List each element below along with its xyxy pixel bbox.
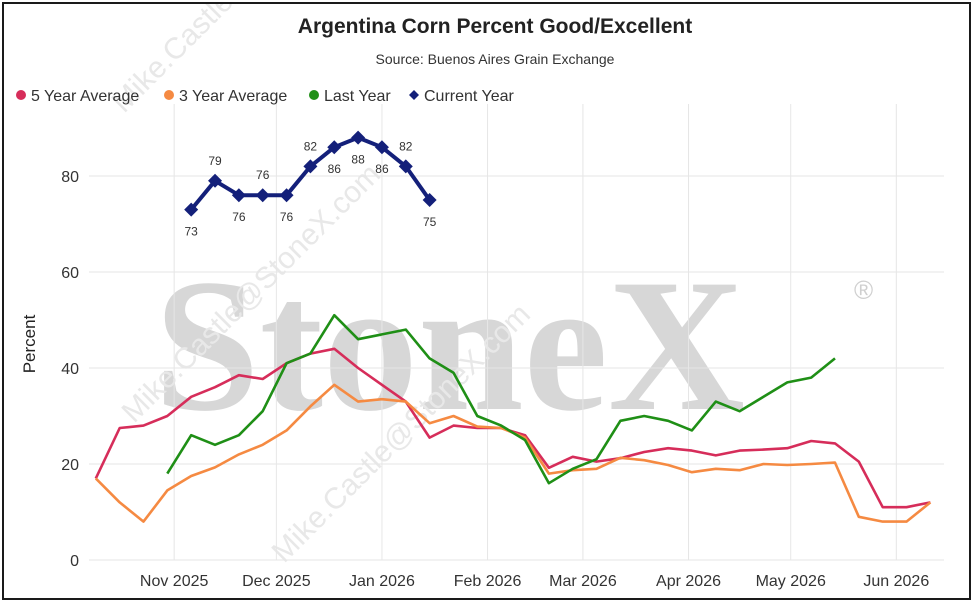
- y-axis: 0 20 40 60 80: [61, 169, 79, 570]
- data-point-marker: [327, 140, 342, 155]
- data-point-marker: [398, 159, 413, 174]
- x-tick-label: Nov 2025: [140, 573, 209, 590]
- data-label: 76: [232, 210, 246, 224]
- legend-label: 3 Year Average: [179, 88, 287, 105]
- data-point-marker: [184, 202, 199, 217]
- data-point-marker: [374, 140, 389, 155]
- x-tick-label: Mar 2026: [549, 573, 617, 590]
- legend-item: Last Year: [309, 88, 391, 105]
- y-tick-label: 60: [61, 265, 79, 282]
- data-label: 75: [423, 215, 437, 229]
- data-point-marker: [208, 173, 223, 188]
- series-layer: 73 79 76 76 76 82 86 88 86 82 75: [94, 130, 932, 523]
- y-tick-label: 20: [61, 457, 79, 474]
- data-label: 86: [375, 162, 389, 176]
- data-label: 82: [399, 139, 413, 153]
- series-line: [166, 313, 836, 485]
- x-axis: Nov 2025 Dec 2025 Jan 2026 Feb 2026 Mar 2026…: [140, 573, 929, 590]
- series-last-year: [166, 313, 836, 485]
- legend-marker: [16, 90, 26, 100]
- x-tick-label: Feb 2026: [454, 573, 522, 590]
- data-point-marker: [422, 193, 437, 207]
- gridlines: [89, 104, 944, 561]
- data-point-marker: [279, 188, 294, 203]
- x-tick-label: Apr 2026: [656, 573, 721, 590]
- chart-title: Argentina Corn Percent Good/Excellent: [298, 15, 692, 38]
- chart-subtitle: Source: Buenos Aires Grain Exchange: [376, 51, 615, 67]
- data-label: 86: [328, 162, 342, 176]
- legend-label: 5 Year Average: [31, 88, 139, 105]
- data-point-marker: [303, 159, 318, 174]
- data-label: 76: [256, 168, 270, 182]
- x-tick-label: Dec 2025: [242, 573, 311, 590]
- y-tick-label: 40: [61, 361, 79, 378]
- x-tick-label: Jan 2026: [349, 573, 415, 590]
- data-label: 73: [185, 225, 199, 239]
- data-label: 76: [280, 210, 294, 224]
- data-label: 88: [351, 153, 365, 167]
- series-current-year: 73 79 76 76 76 82 86 88 86 82 75: [184, 130, 437, 239]
- y-tick-label: 80: [61, 169, 79, 186]
- legend-marker: [409, 90, 419, 100]
- x-tick-label: May 2026: [756, 573, 826, 590]
- data-point-marker: [231, 188, 246, 203]
- data-point-marker: [351, 130, 366, 145]
- data-label: 79: [208, 154, 222, 168]
- legend: 5 Year Average 3 Year Average Last Year Cur…: [16, 88, 515, 105]
- legend-item: Current Year: [409, 88, 515, 105]
- legend-marker: [164, 90, 174, 100]
- y-tick-label: 0: [70, 553, 79, 570]
- legend-marker: [309, 90, 319, 100]
- legend-label: Current Year: [424, 88, 515, 105]
- chart-canvas: StoneX ® Mike.Castle@StoneX.com Mike.Cas…: [16, 4, 944, 590]
- legend-label: Last Year: [324, 88, 391, 105]
- legend-item: 3 Year Average: [164, 88, 287, 105]
- data-label: 82: [304, 139, 318, 153]
- y-axis-title: Percent: [20, 314, 39, 373]
- legend-item: 5 Year Average: [16, 88, 139, 105]
- watermark-registered: ®: [854, 275, 873, 305]
- x-tick-label: Jun 2026: [863, 573, 929, 590]
- data-point-marker: [255, 188, 270, 203]
